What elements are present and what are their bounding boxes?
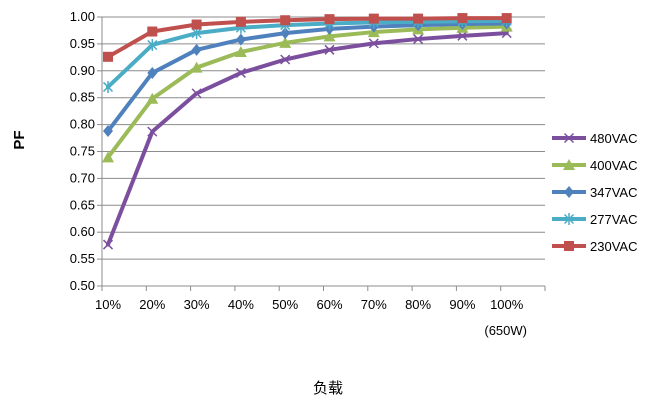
marker-square — [103, 51, 113, 62]
x-tick-label: 30% — [184, 297, 210, 312]
marker-x — [147, 126, 158, 137]
marker-diamond — [280, 27, 291, 40]
marker-x — [457, 30, 468, 41]
legend-item: 347VAC — [552, 185, 637, 200]
marker-x — [324, 44, 335, 55]
marker-triangle — [279, 36, 292, 48]
marker-x — [563, 132, 575, 144]
axis-layer: 0.50 0.55 0.60 0.65 0.70 0.75 0.80 0.85 0.90 0.95… — [70, 9, 546, 338]
y-tick-label: 0.75 — [70, 144, 95, 159]
marker-triangle — [146, 92, 159, 104]
marker-x — [413, 34, 424, 45]
legend-label: 347VAC — [590, 185, 637, 200]
series-347VAC — [103, 17, 512, 138]
grid-layer — [102, 16, 545, 287]
y-axis-title: PF — [11, 130, 28, 149]
legend-item: 230VAC — [552, 239, 637, 254]
y-tick-label: 0.55 — [70, 251, 95, 266]
y-tick-label: 0.65 — [70, 197, 95, 212]
marker-diamond — [103, 125, 113, 138]
y-tick-label: 0.50 — [70, 278, 95, 293]
marker-triangle — [563, 159, 575, 170]
y-tick-label: 0.80 — [70, 117, 95, 132]
legend-label: 480VAC — [590, 131, 637, 146]
marker-square — [280, 15, 291, 26]
series-line — [106, 31, 509, 247]
series-layer — [102, 13, 513, 250]
marker-square — [324, 14, 335, 25]
x-tick-label: 50% — [272, 297, 298, 312]
y-tick-label: 0.90 — [70, 63, 95, 78]
marker-square — [457, 13, 468, 24]
marker-diamond — [147, 66, 158, 79]
legend-item: 400VAC — [552, 158, 637, 173]
x-tick-label: 60% — [316, 297, 342, 312]
y-tick-label: 0.85 — [70, 90, 95, 105]
legend-label: 230VAC — [590, 239, 637, 254]
x-tick-label: 70% — [361, 297, 387, 312]
y-tick-label: 0.95 — [70, 36, 95, 51]
x-tick-label: 10% — [95, 297, 121, 312]
marker-star — [563, 213, 575, 225]
legend-item: 277VAC — [552, 212, 637, 227]
marker-x — [235, 67, 246, 78]
marker-square — [191, 19, 202, 30]
x-tick-note: (650W) — [484, 323, 527, 338]
marker-x — [368, 38, 379, 49]
x-axis-title: 负载 — [313, 379, 343, 397]
marker-triangle — [234, 45, 247, 57]
x-tick-label: 20% — [139, 297, 165, 312]
series-line — [106, 24, 509, 160]
legend-item: 480VAC — [552, 131, 637, 146]
series-line — [106, 18, 509, 89]
marker-square — [368, 13, 379, 24]
y-tick-label: 0.70 — [70, 170, 95, 185]
legend: 480VAC 400VAC 347VAC 277VAC 230VAC — [552, 131, 637, 254]
x-tick-label: 80% — [405, 297, 431, 312]
marker-square — [501, 13, 512, 24]
x-tick-label: 100% — [490, 297, 524, 312]
series-230VAC — [103, 13, 512, 62]
marker-diamond — [235, 33, 246, 46]
marker-triangle — [323, 30, 336, 42]
marker-star — [102, 80, 114, 93]
marker-diamond — [191, 43, 202, 56]
marker-x — [280, 54, 291, 65]
marker-x — [191, 88, 202, 99]
y-tick-label: 0.60 — [70, 224, 95, 239]
y-tick-label: 1.00 — [70, 9, 95, 24]
series-480VAC — [102, 28, 512, 250]
marker-square — [147, 26, 158, 37]
marker-star — [147, 38, 158, 51]
marker-triangle — [190, 61, 203, 73]
x-tick-label: 90% — [449, 297, 475, 312]
series-line — [106, 16, 509, 59]
marker-diamond — [564, 186, 574, 198]
marker-triangle — [102, 151, 114, 163]
legend-label: 277VAC — [590, 212, 637, 227]
x-tick-label: 40% — [228, 297, 254, 312]
marker-square — [413, 13, 424, 24]
marker-square — [564, 241, 574, 251]
legend-label: 400VAC — [590, 158, 637, 173]
marker-square — [235, 16, 246, 27]
series-line — [106, 21, 509, 134]
marker-x — [102, 239, 114, 250]
